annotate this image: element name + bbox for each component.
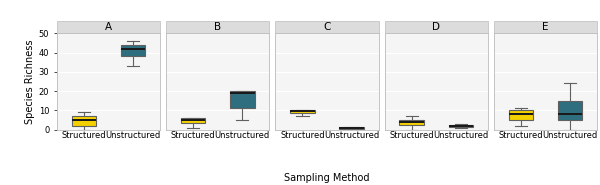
Text: B: B <box>214 22 221 32</box>
Bar <box>72 116 96 126</box>
Text: Sampling Method: Sampling Method <box>284 173 370 183</box>
Bar <box>400 120 424 125</box>
Text: A: A <box>105 22 112 32</box>
Text: C: C <box>323 22 331 32</box>
Text: D: D <box>432 22 440 32</box>
Bar <box>339 127 364 129</box>
Bar <box>509 110 533 120</box>
Y-axis label: Species Richness: Species Richness <box>25 39 35 124</box>
Bar <box>290 110 315 113</box>
Bar <box>558 101 582 120</box>
Text: E: E <box>542 22 549 32</box>
Bar <box>181 118 205 123</box>
Bar <box>230 91 254 108</box>
Bar <box>449 125 473 127</box>
Bar <box>121 45 145 56</box>
